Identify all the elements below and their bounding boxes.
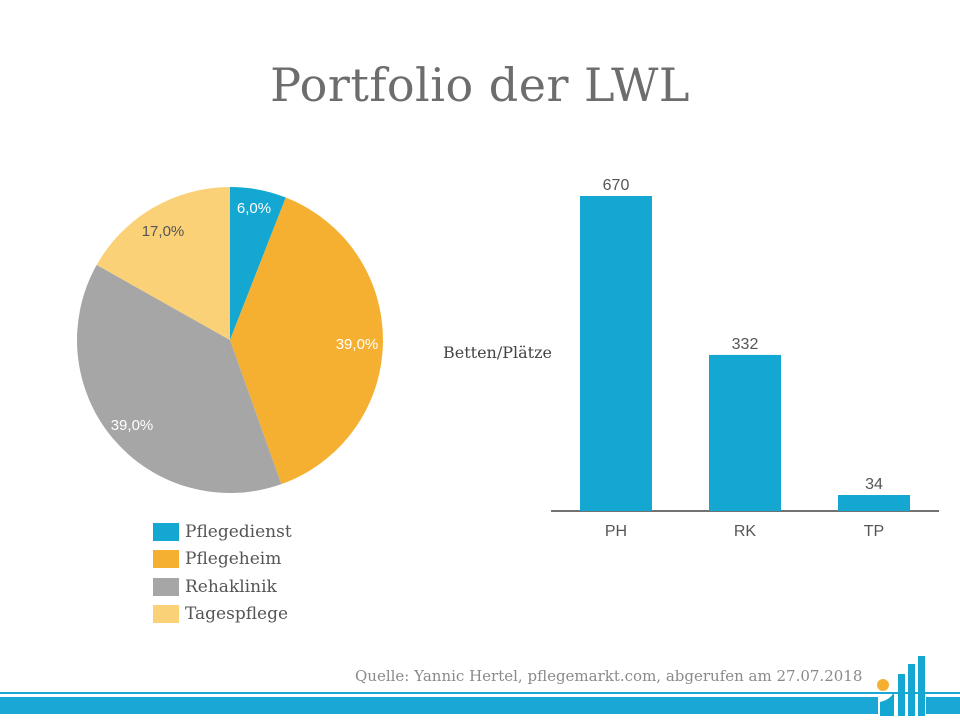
pie-label-pflegeheim: 39,0%	[336, 336, 379, 353]
footer-line	[0, 692, 960, 694]
bar-tp	[838, 495, 910, 511]
pie-slice-tagespflege	[96, 187, 231, 340]
source-note: Quelle: Yannic Hertel, pflegemarkt.com, …	[355, 667, 863, 685]
legend-swatch	[153, 577, 179, 596]
pie-label-rehaklinik: 39,0%	[111, 417, 154, 434]
legend-item-tagespflege: Tagespflege	[153, 601, 292, 629]
legend-swatch	[153, 522, 179, 541]
legend-label: Rehaklinik	[185, 576, 277, 597]
page-title: Portfolio der LWL	[270, 58, 690, 112]
bar-value-label: 34	[865, 476, 883, 493]
legend-label: Pflegedienst	[185, 521, 292, 542]
bar-value-label: 670	[603, 177, 630, 194]
bar-category-label: PH	[605, 523, 627, 540]
pie-label-tagespflege: 17,0%	[142, 223, 185, 240]
bar-category-label: TP	[864, 523, 884, 540]
bar-rk	[709, 354, 781, 511]
bar-chart-ylabel: Betten/Plätze	[443, 343, 552, 362]
legend-item-rehaklinik: Rehaklinik	[153, 573, 292, 601]
legend-item-pflegeheim: Pflegeheim	[153, 546, 292, 574]
bar-ph	[580, 196, 652, 511]
pie-slice-pflegedienst	[230, 187, 286, 340]
legend-label: Tagespflege	[185, 604, 289, 625]
pie-label-pflegedienst: 6,0%	[237, 200, 271, 217]
legend-item-pflegedienst: Pflegedienst	[153, 518, 292, 546]
bar-value-label: 332	[732, 336, 759, 353]
pie-slice-rehaklinik	[76, 264, 282, 493]
pie-legend: Pflegedienst Pflegeheim Rehaklinik Tagespfl…	[153, 518, 292, 628]
footer-bar	[0, 697, 960, 714]
bar-category-label: RK	[734, 523, 757, 540]
legend-swatch	[153, 550, 179, 569]
legend-label: Pflegeheim	[185, 549, 282, 570]
pflegemarkt-logo-icon	[877, 656, 926, 716]
pie-slice-pflegeheim	[230, 197, 383, 485]
legend-swatch	[153, 605, 179, 624]
